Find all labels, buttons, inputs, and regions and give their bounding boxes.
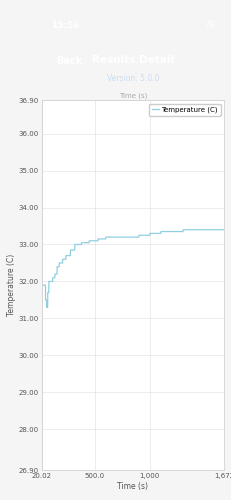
Temperature (C) <box>159 230 162 236</box>
Temperature (C) <box>44 282 47 288</box>
Text: Back: Back <box>56 56 82 66</box>
Temperature (C) <box>40 282 43 288</box>
Text: 78: 78 <box>204 22 215 30</box>
Text: Time (s): Time (s) <box>119 92 147 99</box>
Y-axis label: Temperature (C): Temperature (C) <box>7 254 16 316</box>
Temperature (C) <box>126 234 129 240</box>
Temperature (C) <box>223 226 225 232</box>
Legend: Temperature (C): Temperature (C) <box>149 104 221 116</box>
Temperature (C) <box>64 256 67 262</box>
X-axis label: Time (s): Time (s) <box>117 482 148 490</box>
Line: Temperature (C): Temperature (C) <box>42 230 224 308</box>
Temperature (C) <box>45 304 48 310</box>
Text: Results Detail: Results Detail <box>92 55 174 65</box>
Temperature (C) <box>115 234 118 240</box>
Text: Version: 5.0.0: Version: 5.0.0 <box>106 74 159 82</box>
Temperature (C) <box>182 226 185 232</box>
Text: 15:16: 15:16 <box>51 22 79 30</box>
Temperature (C) <box>97 236 99 242</box>
